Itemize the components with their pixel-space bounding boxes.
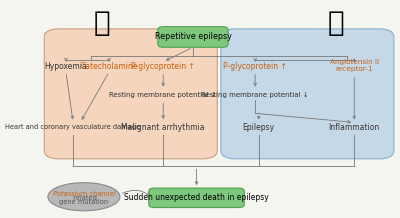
Text: Potassium channel: Potassium channel: [52, 191, 115, 197]
Text: P-glycoprotein ↑: P-glycoprotein ↑: [131, 62, 195, 71]
Text: Malignant arrhythmia: Malignant arrhythmia: [122, 123, 205, 132]
Ellipse shape: [48, 183, 120, 211]
Text: P-glycoprotein ↑: P-glycoprotein ↑: [223, 62, 287, 71]
Text: Angiotensin II
receptor-1: Angiotensin II receptor-1: [330, 59, 379, 72]
Text: 🧠: 🧠: [328, 9, 344, 37]
Text: Heart and coronary vasculature damage: Heart and coronary vasculature damage: [6, 124, 141, 130]
FancyBboxPatch shape: [221, 29, 394, 159]
Text: Resting membrane potential ↓: Resting membrane potential ↓: [201, 92, 309, 98]
Text: gene mutation: gene mutation: [59, 199, 108, 205]
FancyBboxPatch shape: [149, 188, 244, 208]
Text: Inflammation: Inflammation: [329, 123, 380, 132]
Text: Repetitive epilepsy: Repetitive epilepsy: [154, 32, 231, 41]
Text: Epilepsy: Epilepsy: [243, 123, 275, 132]
Text: Catecholamine: Catecholamine: [80, 62, 138, 71]
FancyBboxPatch shape: [158, 27, 228, 47]
FancyBboxPatch shape: [44, 29, 217, 159]
Text: Sudden unexpected death in epilepsy: Sudden unexpected death in epilepsy: [124, 193, 269, 202]
Text: Hypoxemia: Hypoxemia: [44, 62, 87, 71]
Text: 🫀: 🫀: [94, 9, 110, 37]
Text: Resting membrane potential ↓: Resting membrane potential ↓: [110, 92, 217, 98]
Text: related: related: [71, 195, 97, 201]
